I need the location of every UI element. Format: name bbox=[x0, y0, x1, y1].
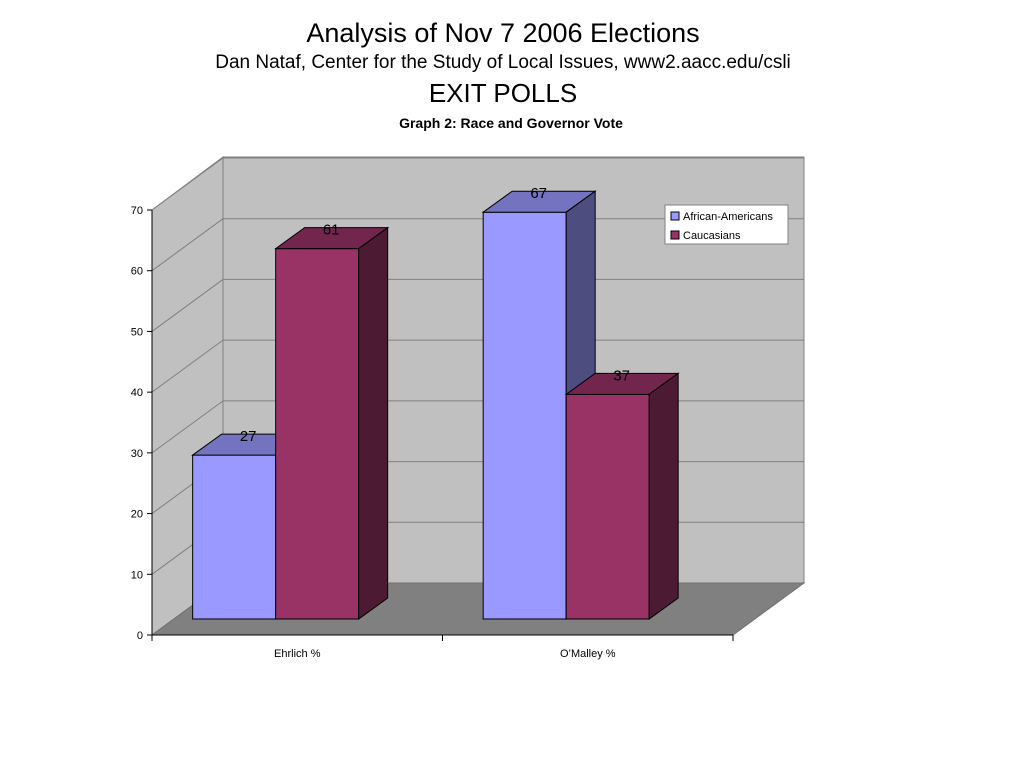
data-label: 37 bbox=[613, 367, 630, 384]
bar-front bbox=[565, 393, 650, 620]
main-title: Analysis of Nov 7 2006 Elections bbox=[306, 18, 700, 48]
data-label: 67 bbox=[530, 185, 547, 202]
y-tick-label: 20 bbox=[131, 509, 143, 521]
x-tick-label: O’Malley % bbox=[560, 648, 616, 660]
legend-swatch bbox=[670, 211, 680, 221]
x-tick-label: Ehrlich % bbox=[274, 648, 321, 660]
data-label: 27 bbox=[240, 428, 257, 445]
legend-swatch bbox=[670, 230, 680, 240]
legend-label: African-Americans bbox=[683, 211, 773, 223]
bar-side bbox=[648, 372, 679, 620]
bar bbox=[564, 372, 680, 620]
gridline-side bbox=[151, 218, 224, 272]
section-title: EXIT POLLS bbox=[428, 78, 578, 108]
subtitle: Dan Nataf, Center for the Study of Local… bbox=[215, 52, 791, 73]
legend-box bbox=[664, 204, 789, 245]
bar-front bbox=[275, 248, 360, 620]
bar-front bbox=[482, 211, 567, 620]
y-tick-label: 40 bbox=[131, 387, 143, 399]
gridline-side bbox=[151, 339, 224, 393]
bar bbox=[274, 226, 390, 620]
bar-front bbox=[192, 454, 277, 620]
gridline-side bbox=[151, 279, 224, 332]
chart-title: Graph 2: Race and Governor Vote bbox=[399, 115, 623, 131]
bars bbox=[191, 190, 680, 620]
axes: 0 10 20 30 40 50 60 70 Ehrlich % O’Malley % bbox=[131, 205, 734, 660]
bar-side bbox=[358, 226, 389, 620]
y-tick-label: 70 bbox=[131, 205, 143, 217]
gridline-side bbox=[151, 400, 224, 454]
legend: African-Americans Caucasians bbox=[664, 204, 789, 245]
y-tick-label: 10 bbox=[131, 569, 143, 581]
y-tick-label: 0 bbox=[137, 630, 143, 642]
gridline-side bbox=[151, 157, 224, 211]
data-labels: 27 61 67 37 bbox=[240, 185, 630, 445]
y-tick-label: 50 bbox=[131, 326, 143, 338]
y-tick-label: 30 bbox=[131, 448, 143, 460]
data-label: 61 bbox=[323, 222, 340, 239]
legend-label: Caucasians bbox=[683, 230, 741, 242]
y-tick-label: 60 bbox=[131, 266, 143, 278]
